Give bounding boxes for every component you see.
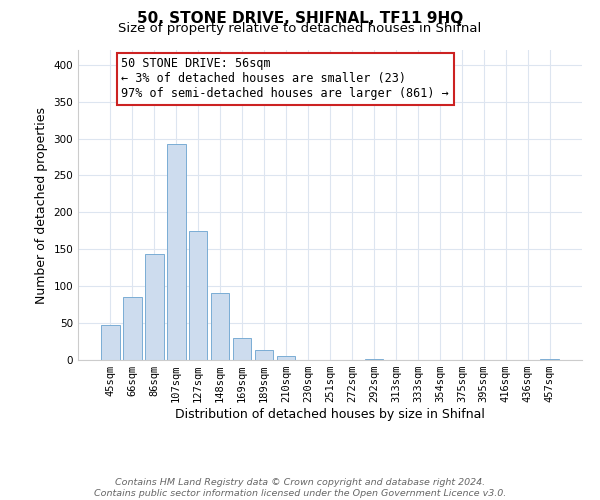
Bar <box>189 231 208 360</box>
Text: 50 STONE DRIVE: 56sqm
← 3% of detached houses are smaller (23)
97% of semi-detac: 50 STONE DRIVE: 56sqm ← 3% of detached h… <box>121 58 449 100</box>
Text: Size of property relative to detached houses in Shifnal: Size of property relative to detached ho… <box>118 22 482 35</box>
Bar <box>211 293 229 360</box>
X-axis label: Distribution of detached houses by size in Shifnal: Distribution of detached houses by size … <box>175 408 485 421</box>
Bar <box>233 338 251 360</box>
Bar <box>541 358 559 360</box>
Text: Contains HM Land Registry data © Crown copyright and database right 2024.
Contai: Contains HM Land Registry data © Crown c… <box>94 478 506 498</box>
Bar <box>101 326 119 360</box>
Bar <box>365 358 383 360</box>
Bar <box>255 350 274 360</box>
Bar <box>167 144 185 360</box>
Bar <box>277 356 295 360</box>
Text: 50, STONE DRIVE, SHIFNAL, TF11 9HQ: 50, STONE DRIVE, SHIFNAL, TF11 9HQ <box>137 11 463 26</box>
Bar <box>123 296 142 360</box>
Bar <box>145 254 164 360</box>
Y-axis label: Number of detached properties: Number of detached properties <box>35 106 48 304</box>
